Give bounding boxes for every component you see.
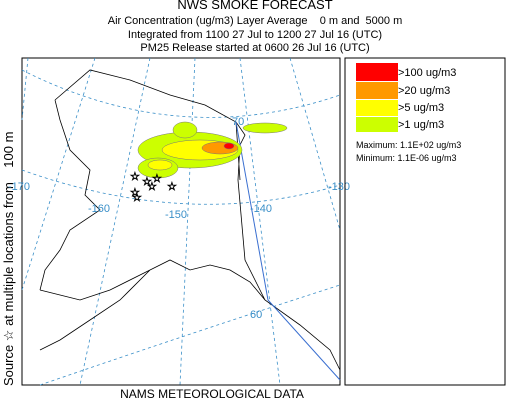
grid-line — [179, 57, 196, 386]
grid-line — [21, 57, 96, 291]
side-label: Source ☆ at multiple locations from 100 … — [1, 132, 16, 386]
title: NWS SMOKE FORECAST — [177, 0, 332, 12]
legend-minimum: Minimum: 1.1E-06 ug/m3 — [356, 153, 457, 163]
source-star: ☆ — [130, 171, 140, 183]
legend-label: >20 ug/m3 — [398, 85, 450, 97]
grid-label: -140 — [250, 203, 272, 215]
legend-swatch — [356, 63, 398, 81]
map: ☆ ☆ ☆ ☆ ☆ ☆ ☆ 70 -170 -160 -150 -140 -13… — [8, 57, 350, 386]
source-star: ☆ — [167, 181, 177, 193]
source-star: ☆ — [142, 176, 152, 188]
contour-2 — [147, 159, 173, 171]
map-frame — [21, 57, 341, 386]
smoke-plume — [137, 121, 288, 179]
grid-line — [39, 284, 341, 386]
grid-line — [239, 57, 281, 386]
contour-4 — [223, 142, 235, 150]
border — [235, 121, 341, 381]
source-star: ☆ — [130, 187, 140, 199]
subtitle: Air Concentration (ug/m3) Layer Average … — [108, 15, 403, 27]
subtitle: PM25 Release started at 0600 26 Jul 16 (… — [140, 42, 369, 54]
grid-line — [79, 57, 151, 386]
source-star: ☆ — [132, 192, 142, 204]
source-star: ☆ — [147, 181, 157, 193]
source-star: ☆ — [152, 173, 162, 185]
grid-label: -150 — [165, 209, 187, 221]
grid-label: -170 — [8, 181, 30, 193]
legend-swatch — [356, 100, 398, 116]
subtitle: Integrated from 1100 27 Jul to 1200 27 J… — [128, 29, 382, 41]
contour-1 — [172, 121, 198, 139]
legend-label: >5 ug/m3 — [398, 102, 444, 114]
legend-swatch — [356, 117, 398, 132]
grid-line — [21, 69, 341, 118]
grid-label: -130 — [328, 181, 350, 193]
footer: NAMS METEOROLOGICAL DATA — [120, 387, 304, 401]
grid-line — [21, 57, 29, 121]
legend: >100 ug/m3 >20 ug/m3 >5 ug/m3 >1 ug/m3 M… — [344, 57, 506, 386]
legend-swatch — [356, 82, 398, 99]
grid-label: 60 — [250, 309, 262, 321]
legend-label: >100 ug/m3 — [398, 67, 456, 79]
legend-maximum: Maximum: 1.1E+02 ug/m3 — [356, 140, 461, 150]
grid-label: 70 — [232, 116, 244, 128]
grid-label: -160 — [88, 203, 110, 215]
contour-1 — [242, 122, 288, 134]
sources: ☆ ☆ ☆ ☆ ☆ ☆ ☆ — [130, 171, 178, 205]
grid-line — [21, 169, 341, 205]
legend-frame — [344, 57, 506, 386]
legend-label: >1 ug/m3 — [398, 119, 444, 131]
